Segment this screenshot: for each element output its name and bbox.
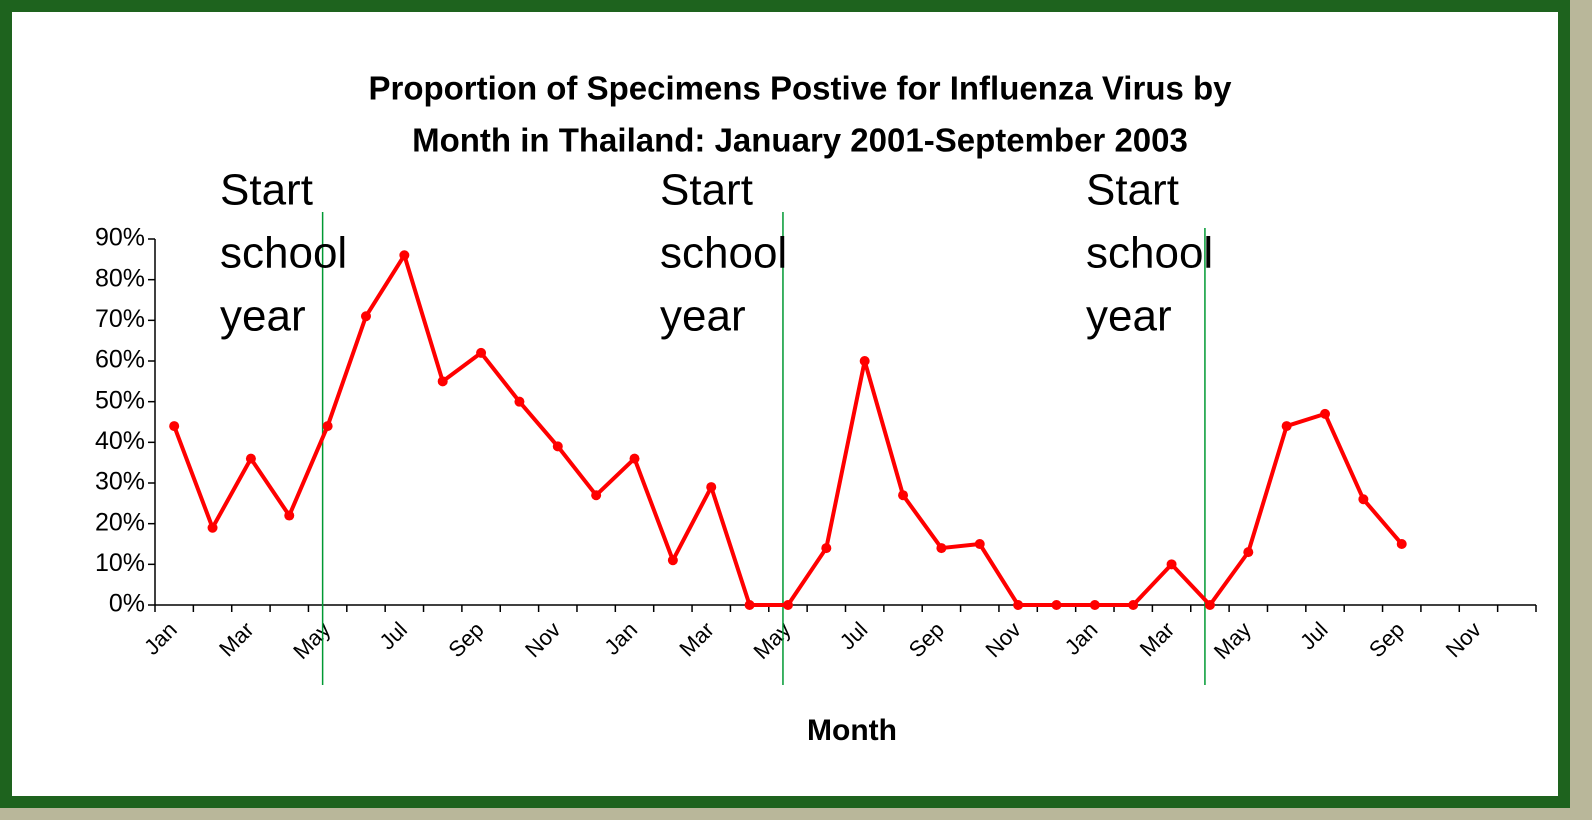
- data-point: [1013, 600, 1023, 610]
- data-point: [821, 543, 831, 553]
- annotation-text: school: [220, 229, 347, 278]
- data-point: [1128, 600, 1138, 610]
- data-point: [361, 311, 371, 321]
- x-axis-label: Month: [807, 714, 897, 747]
- data-point: [1358, 494, 1368, 504]
- y-tick-label: 70%: [95, 305, 145, 333]
- y-tick-label: 20%: [95, 508, 145, 536]
- data-point: [208, 523, 218, 533]
- annotation-text: Start: [220, 166, 313, 215]
- data-point: [936, 543, 946, 553]
- data-point: [1051, 600, 1061, 610]
- data-point: [438, 376, 448, 386]
- data-point: [514, 397, 524, 407]
- data-point: [1243, 547, 1253, 557]
- data-point: [975, 539, 985, 549]
- chart-title: Month in Thailand: January 2001-Septembe…: [412, 122, 1188, 159]
- data-point: [1205, 600, 1215, 610]
- y-tick-label: 80%: [95, 264, 145, 292]
- annotation-text: school: [1086, 229, 1213, 278]
- data-point: [399, 250, 409, 260]
- chart: Proportion of Specimens Postive for Infl…: [0, 0, 1592, 815]
- page: {"chart_data": { "type": "line", "title"…: [0, 0, 1592, 815]
- data-point: [1090, 600, 1100, 610]
- y-tick-label: 50%: [95, 386, 145, 414]
- data-point: [553, 441, 563, 451]
- y-tick-label: 0%: [109, 590, 145, 618]
- data-point: [860, 356, 870, 366]
- data-point: [745, 600, 755, 610]
- data-point: [169, 421, 179, 431]
- annotation-text: Start: [660, 166, 753, 215]
- data-point: [323, 421, 333, 431]
- data-point: [1320, 409, 1330, 419]
- data-point: [668, 555, 678, 565]
- annotation-text: year: [660, 292, 746, 341]
- data-point: [1397, 539, 1407, 549]
- data-point: [898, 490, 908, 500]
- annotation-text: year: [220, 292, 306, 341]
- y-tick-label: 30%: [95, 468, 145, 496]
- annotation-text: school: [660, 229, 787, 278]
- annotation-text: year: [1086, 292, 1172, 341]
- y-tick-label: 40%: [95, 427, 145, 455]
- data-point: [476, 348, 486, 358]
- data-point: [706, 482, 716, 492]
- y-tick-label: 90%: [95, 224, 145, 252]
- y-tick-label: 10%: [95, 549, 145, 577]
- data-point: [284, 511, 294, 521]
- chart-title: Proportion of Specimens Postive for Infl…: [368, 70, 1232, 107]
- data-point: [630, 454, 640, 464]
- data-point: [591, 490, 601, 500]
- data-point: [1282, 421, 1292, 431]
- data-point: [1167, 559, 1177, 569]
- annotation-text: Start: [1086, 166, 1179, 215]
- data-point: [246, 454, 256, 464]
- y-tick-label: 60%: [95, 346, 145, 374]
- data-point: [783, 600, 793, 610]
